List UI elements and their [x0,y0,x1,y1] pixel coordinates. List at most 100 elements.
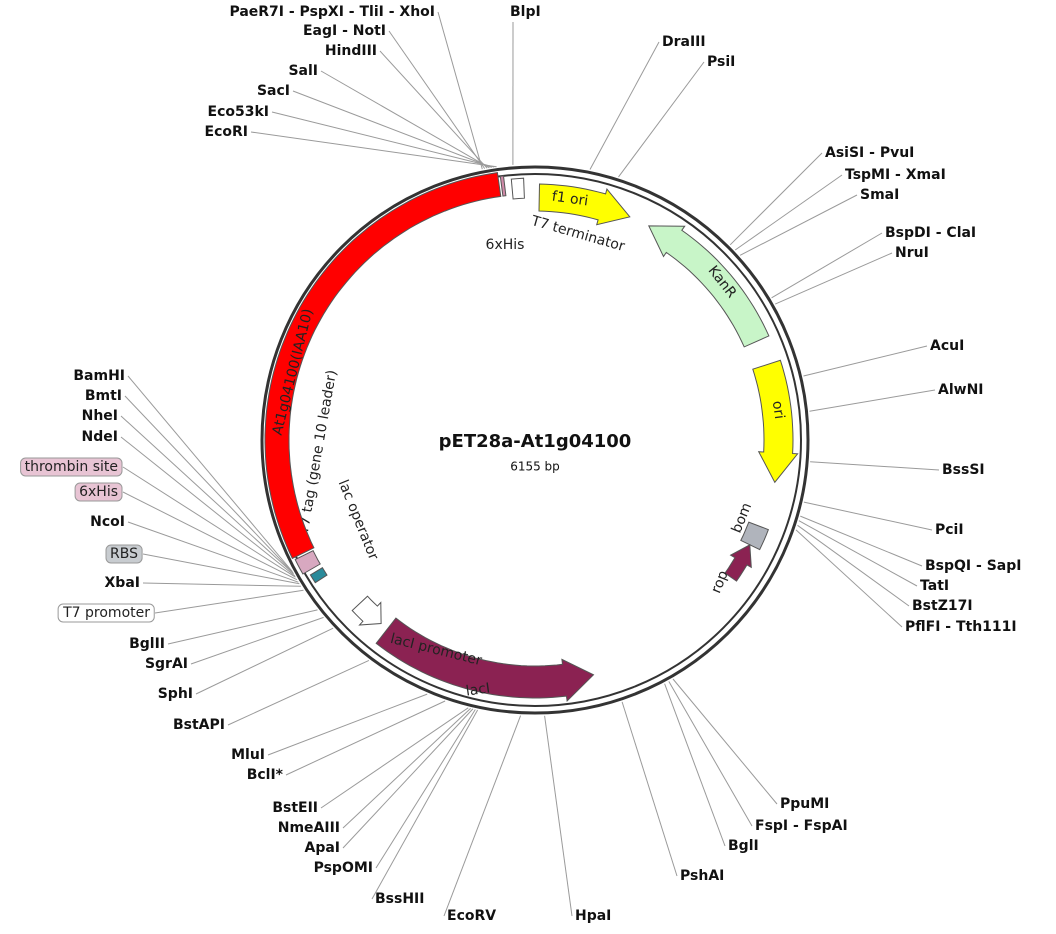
site-line [285,700,446,776]
enzyme-label: AsiSI - PvuI [825,145,914,161]
site-line [544,715,573,917]
site-line [621,701,678,877]
feature-label: rop [708,568,731,595]
enzyme-label: BstZ17I [912,598,973,614]
tag-label: thrombin site [25,459,118,475]
enzyme-label: PpuMI [780,796,829,812]
tag-box [74,482,123,502]
enzyme-label: NheI [82,408,118,424]
feature-shape [648,225,770,348]
enzyme-label: PshAI [680,868,724,884]
site-line [195,627,334,695]
feature-label: lacI [465,680,491,699]
site-line [320,70,490,169]
feature-shape [538,183,631,226]
site-line [120,415,294,575]
enzyme-label: SgrAI [145,656,188,672]
enzyme-label: TspMI - XmaI [845,167,946,183]
feature-shape [294,550,321,575]
site-line [809,389,936,412]
site-line [589,41,660,170]
site-line [443,715,522,917]
enzyme-label: AlwNI [938,382,984,398]
enzyme-label: EcoRI [205,124,248,140]
enzyme-label: TatI [920,578,949,594]
site-line [142,582,301,587]
feature-shape [740,521,770,551]
enzyme-label: NmeAIII [278,820,340,836]
enzyme-label: Eco53kI [208,104,269,120]
enzyme-label: BssHII [375,891,424,907]
backbone-outer [260,165,810,715]
site-line [664,683,726,847]
feature-label: f1 ori [551,189,589,210]
enzyme-label: EcoRV [447,908,496,924]
enzyme-label: NruI [895,245,929,261]
plasmid-name: pET28a-At1g04100 [439,431,632,452]
feature-tag: T7 promoter [57,603,155,623]
enzyme-label: SacI [257,83,290,99]
feature-label: T7 tag (gene 10 leader) [296,369,341,537]
feature-shape [351,595,382,626]
site-line [388,30,486,169]
site-line [734,174,843,251]
feature-shape [510,177,525,200]
site-line [795,529,903,628]
site-line [437,11,483,170]
enzyme-label: NdeI [82,429,118,445]
enzyme-label: PsiI [707,54,735,70]
tag-label: RBS [110,546,138,562]
site-line [154,589,304,614]
site-line [379,50,488,169]
site-line [803,501,933,531]
enzyme-label: ApaI [304,840,340,856]
enzyme-label: SmaI [860,187,899,203]
feature-label: 6xHis [486,237,525,253]
enzyme-label: HindIII [325,43,377,59]
feature-shape [499,175,507,197]
site-line [190,616,324,665]
enzyme-label: BglI [728,838,759,854]
enzyme-label: BamHI [73,368,125,384]
feature-shape [724,543,752,582]
enzyme-label: AcuI [930,338,964,354]
feature-label: ori [769,400,787,420]
enzyme-label: BglII [129,636,165,652]
enzyme-label: BssSI [942,462,985,478]
site-line [729,152,823,246]
site-line [142,553,300,585]
site-line [271,111,495,168]
site-line [320,707,469,809]
site-line [167,609,318,645]
site-line [774,252,893,305]
enzyme-label: BclI* [247,767,284,783]
feature-shape [375,617,595,703]
tag-label: T7 promoter [62,605,150,621]
site-line [267,693,428,756]
enzyme-label: BmtI [85,388,122,404]
plasmid-size: 6155 bp [510,460,560,474]
feature-shape [309,567,328,584]
tag-box [20,457,123,477]
site-line [227,659,370,726]
enzyme-label: HpaI [575,908,611,924]
enzyme-label: MluI [231,747,265,763]
enzyme-label: BstAPI [173,717,225,733]
enzyme-label: FspI - FspAI [755,818,848,834]
enzyme-label: PflFI - Tth111I [905,619,1017,635]
feature-tag: RBS [105,544,143,564]
enzyme-label: BstEII [272,800,318,816]
site-line [739,194,858,256]
site-line [618,61,705,178]
site-line [672,678,778,805]
site-line [810,461,940,471]
enzyme-label: PspOMI [314,860,373,876]
site-line [800,515,923,567]
site-line [120,436,296,577]
site-line [127,521,299,583]
enzyme-label: PciI [935,522,964,538]
site-line [797,524,910,607]
site-line [127,375,293,573]
enzyme-label: XbaI [105,575,140,591]
feature-tag: thrombin site [20,457,123,477]
